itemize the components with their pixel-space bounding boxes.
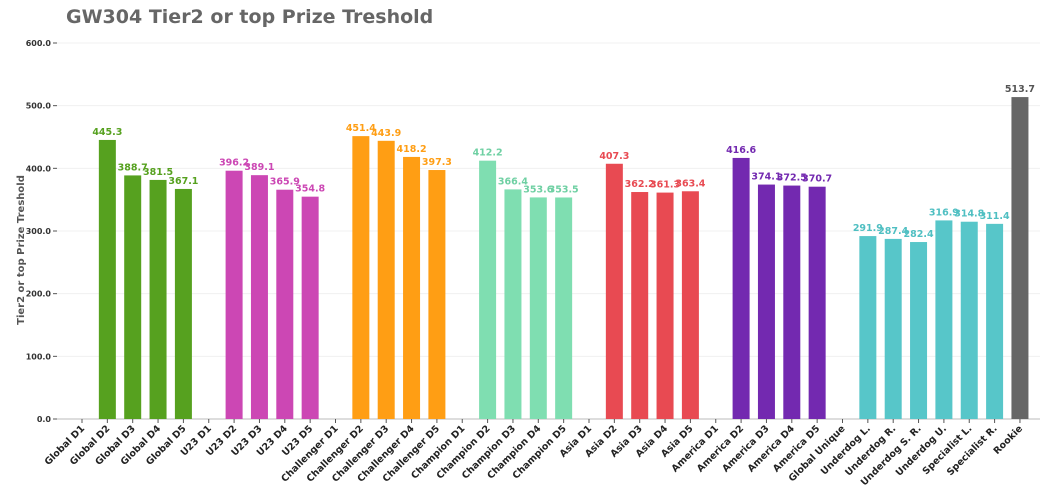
bar[interactable] xyxy=(681,191,699,419)
data-label: 389.1 xyxy=(244,162,274,173)
y-tick-label: 200.0 xyxy=(26,290,52,299)
data-label: 282.4 xyxy=(904,229,934,240)
bar[interactable] xyxy=(301,196,319,419)
bar[interactable] xyxy=(555,197,573,419)
bar[interactable] xyxy=(504,189,522,419)
data-label: 365.9 xyxy=(270,177,300,188)
y-tick-label: 500.0 xyxy=(26,102,52,111)
data-label: 314.8 xyxy=(954,209,984,220)
y-axis-label: Tier2 or top Prize Treshold xyxy=(16,175,27,325)
data-label: 381.5 xyxy=(143,167,173,178)
bar[interactable] xyxy=(757,184,775,419)
data-label: 407.3 xyxy=(599,151,629,162)
data-label: 416.6 xyxy=(726,145,756,156)
bar[interactable] xyxy=(124,175,142,419)
bar[interactable] xyxy=(656,192,674,419)
bar[interactable] xyxy=(808,186,826,419)
bar[interactable] xyxy=(986,223,1004,419)
bar[interactable] xyxy=(377,140,395,419)
data-label: 361.3 xyxy=(650,180,680,191)
data-label: 354.8 xyxy=(295,184,325,195)
data-label: 412.2 xyxy=(473,148,503,159)
bar[interactable] xyxy=(960,221,978,419)
bar[interactable] xyxy=(403,156,421,420)
bar[interactable] xyxy=(250,175,268,419)
y-tick-label: 600.0 xyxy=(26,39,52,48)
bars xyxy=(98,97,1029,420)
bar[interactable] xyxy=(1011,97,1029,420)
bar[interactable] xyxy=(529,197,547,419)
data-label: 396.2 xyxy=(219,158,249,169)
bar[interactable] xyxy=(428,170,446,419)
data-label: 372.5 xyxy=(777,173,807,184)
bar[interactable] xyxy=(605,163,623,419)
data-label: 418.2 xyxy=(397,144,427,155)
data-label: 316.9 xyxy=(929,207,959,218)
data-label: 367.1 xyxy=(168,176,198,187)
bar[interactable] xyxy=(174,188,192,419)
data-label: 443.9 xyxy=(371,128,401,139)
bar[interactable] xyxy=(859,236,877,419)
data-label: 388.7 xyxy=(118,162,148,173)
data-label: 370.7 xyxy=(802,174,832,185)
data-label: 374.1 xyxy=(751,172,781,183)
y-tick-label: 300.0 xyxy=(26,227,52,236)
data-label: 287.4 xyxy=(878,226,908,237)
data-label: 445.3 xyxy=(92,127,122,138)
data-label: 311.4 xyxy=(980,211,1010,222)
bar[interactable] xyxy=(732,157,750,419)
bar[interactable] xyxy=(935,220,953,419)
data-label: 363.4 xyxy=(675,178,705,189)
bar[interactable] xyxy=(352,136,370,419)
data-label: 291.9 xyxy=(853,223,883,234)
data-label: 353.5 xyxy=(549,184,579,195)
bar[interactable] xyxy=(276,189,294,419)
bar[interactable] xyxy=(149,179,167,419)
data-label: 366.4 xyxy=(498,176,528,187)
data-label: 451.4 xyxy=(346,123,376,134)
bar[interactable] xyxy=(783,185,801,419)
bar[interactable] xyxy=(631,192,649,419)
bar[interactable] xyxy=(98,139,116,420)
chart-title: GW304 Tier2 or top Prize Treshold xyxy=(66,6,434,28)
data-label: 513.7 xyxy=(1005,84,1035,95)
bar[interactable] xyxy=(884,238,902,419)
y-tick-label: 100.0 xyxy=(26,352,52,361)
bar[interactable] xyxy=(225,170,243,419)
data-label: 397.3 xyxy=(422,157,452,168)
data-label: 353.6 xyxy=(523,184,553,195)
y-tick-label: 0.0 xyxy=(37,415,52,424)
data-label: 362.2 xyxy=(625,179,655,190)
bar[interactable] xyxy=(479,160,497,420)
y-axis: 0.0 100.0 200.0 300.0 400.0 500.0 600.0 xyxy=(26,39,57,424)
bar[interactable] xyxy=(910,242,928,419)
y-tick-label: 400.0 xyxy=(26,164,52,173)
